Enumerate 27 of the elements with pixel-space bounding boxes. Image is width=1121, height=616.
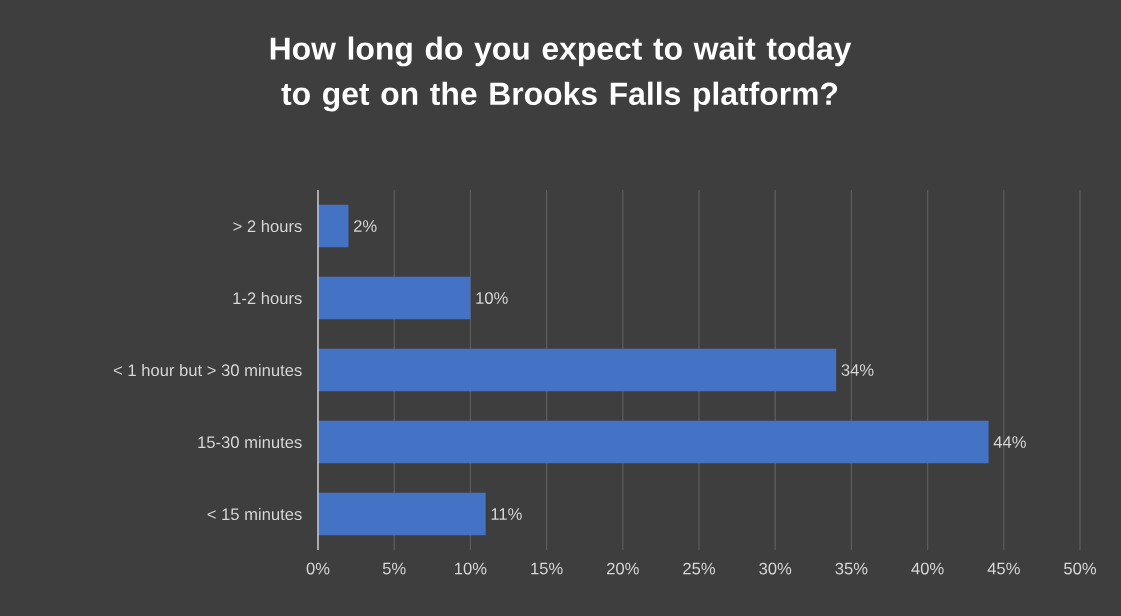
y-tick-label: 15-30 minutes: [198, 435, 302, 449]
x-tick-label: 40%: [911, 562, 944, 575]
x-tick-label: 10%: [455, 562, 487, 575]
data-label: 10%: [476, 292, 508, 304]
x-tick-label: 15%: [531, 562, 563, 575]
x-tick-label: 5%: [382, 562, 406, 575]
y-tick-label: < 15 minutes: [207, 507, 302, 521]
bar: [318, 204, 349, 248]
data-label: 2%: [354, 220, 377, 232]
bar: [318, 492, 486, 536]
x-tick-label: 25%: [683, 562, 716, 575]
data-label: 34%: [841, 364, 874, 376]
x-tick-label: 30%: [759, 562, 792, 575]
data-label: 44%: [993, 436, 1026, 448]
bar: [318, 276, 471, 320]
x-tick-label: 20%: [607, 562, 639, 575]
chart-title: How long do you expect to wait today to get on the Brooks Falls platform?: [270, 36, 852, 112]
data-label: 11%: [491, 508, 522, 520]
y-tick-label: 1-2 hours: [233, 291, 302, 305]
y-tick-label: < 1 hour but > 30 minutes: [113, 363, 302, 377]
bar: [318, 420, 989, 464]
bar: [318, 348, 837, 392]
y-tick-label: > 2 hours: [233, 219, 302, 233]
x-tick-label: 35%: [835, 562, 868, 575]
x-tick-label: 50%: [1064, 562, 1097, 575]
x-tick-label: 45%: [987, 562, 1020, 575]
x-tick-label: 0%: [306, 562, 330, 575]
